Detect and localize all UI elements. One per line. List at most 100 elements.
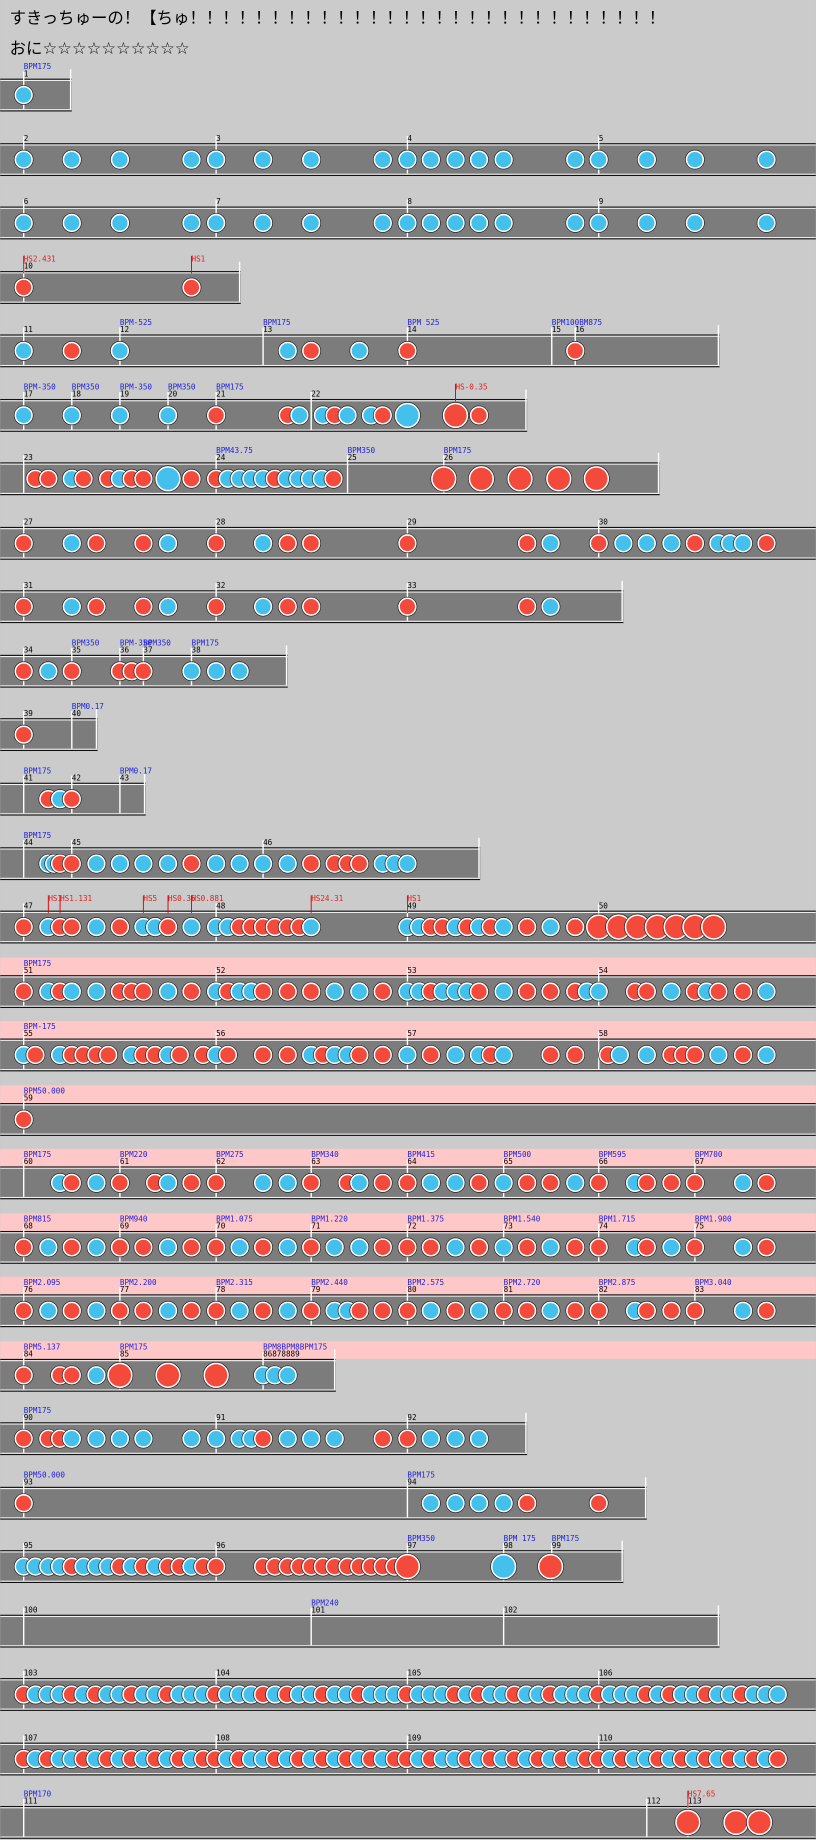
note-face <box>160 599 176 615</box>
don-note <box>301 1237 322 1258</box>
don-note <box>253 1428 273 1449</box>
measure-number: 72 <box>407 1222 416 1231</box>
note-face <box>687 1239 703 1256</box>
note-face <box>519 599 535 615</box>
note-face <box>519 1495 535 1511</box>
note-face <box>64 407 80 424</box>
measure-number: 1 <box>24 69 29 78</box>
don-note <box>98 1045 119 1065</box>
don-note <box>430 465 458 493</box>
don-note <box>506 465 534 493</box>
bpm-label: BPM350 <box>143 638 171 647</box>
note-face <box>255 1239 271 1256</box>
note-face <box>496 1047 512 1063</box>
don-note <box>110 917 130 937</box>
note-face <box>183 919 200 935</box>
ka-note <box>277 341 298 361</box>
note-face <box>255 856 271 872</box>
note-face <box>100 1047 116 1063</box>
note-face <box>231 1239 248 1256</box>
note-face <box>471 151 487 168</box>
ka-note <box>110 405 130 426</box>
measure-number: 38 <box>191 645 201 654</box>
ka-note <box>490 1553 518 1580</box>
ka-note <box>181 1428 202 1449</box>
chart-row: 23 24 25 26 BPM43.75 BPM350 BPM175 <box>0 446 660 496</box>
note-face <box>423 151 439 168</box>
don-note <box>133 981 154 1002</box>
note-face <box>280 1431 296 1447</box>
ka-note <box>38 1300 59 1321</box>
don-note <box>61 789 82 809</box>
don-note <box>756 1237 777 1258</box>
bpm-label: BPM1.540 <box>504 1215 541 1224</box>
measure-number: 7 <box>216 197 221 206</box>
note-face <box>396 1555 419 1578</box>
don-note <box>397 596 418 617</box>
measure-number: 103 <box>24 1669 38 1678</box>
note-face <box>156 467 180 490</box>
ka-note <box>661 981 682 1002</box>
note-face <box>591 215 607 231</box>
chart-row: 6 7 8 9 <box>0 197 816 240</box>
ka-note <box>372 149 393 170</box>
difficulty: おに <box>10 39 43 58</box>
bpm-label: BPM2.875 <box>599 1278 636 1287</box>
don-note <box>206 1173 226 1193</box>
ka-note <box>61 981 82 1002</box>
don-note <box>397 533 418 554</box>
ka-note <box>349 341 370 361</box>
note-face <box>16 983 32 1000</box>
measure-number: 59 <box>24 1094 34 1103</box>
chart-row: 76 77 78 79 80 81 82 83 BPM2.095 BPM2.200 BPM2.315… <box>0 1276 816 1328</box>
don-note <box>61 917 82 937</box>
measure-number: 9 <box>599 197 604 206</box>
note-face <box>542 1175 559 1191</box>
note-face <box>88 599 105 615</box>
measure-number: 21 <box>216 390 226 399</box>
don-note <box>133 661 154 682</box>
note-face <box>267 919 283 935</box>
don-note <box>301 1300 322 1321</box>
note-face <box>496 1175 512 1191</box>
don-note <box>13 1365 34 1386</box>
don-note <box>372 1173 393 1193</box>
don-note <box>756 1300 777 1321</box>
measure-number: 56 <box>216 1029 226 1038</box>
note-face <box>64 919 80 935</box>
don-note <box>13 533 34 554</box>
note-face <box>135 1431 152 1447</box>
measure-number: 106 <box>599 1669 613 1678</box>
note-face <box>447 215 464 231</box>
note-face <box>303 535 319 551</box>
ka-note <box>154 465 182 493</box>
note-face <box>496 151 512 168</box>
note-face <box>519 983 535 1000</box>
ka-note <box>324 1428 345 1449</box>
note-face <box>399 535 416 551</box>
note-face <box>770 1686 786 1703</box>
note-face <box>770 1751 786 1767</box>
don-note <box>206 533 226 554</box>
ka-note <box>661 533 682 554</box>
don-note <box>218 1045 238 1065</box>
note-face <box>447 1495 464 1511</box>
ka-note <box>661 1237 682 1258</box>
note-face <box>724 1811 748 1834</box>
note-face <box>40 471 56 487</box>
note-face <box>16 215 32 231</box>
note-face <box>255 1303 271 1319</box>
measure-number: 57 <box>407 1029 417 1038</box>
don-note <box>685 1237 705 1258</box>
ka-note <box>609 1045 630 1065</box>
ka-note <box>756 1045 777 1065</box>
don-note <box>169 1045 190 1065</box>
bpm-label: BPM100BM875 <box>552 318 602 327</box>
bpm-label: BPM415 <box>407 1150 435 1159</box>
note-face <box>542 599 559 615</box>
ka-note <box>181 213 202 233</box>
chart-row: 31 32 33 <box>0 580 624 624</box>
bpm-label: BPM 525 <box>407 318 439 327</box>
don-note <box>545 465 573 493</box>
